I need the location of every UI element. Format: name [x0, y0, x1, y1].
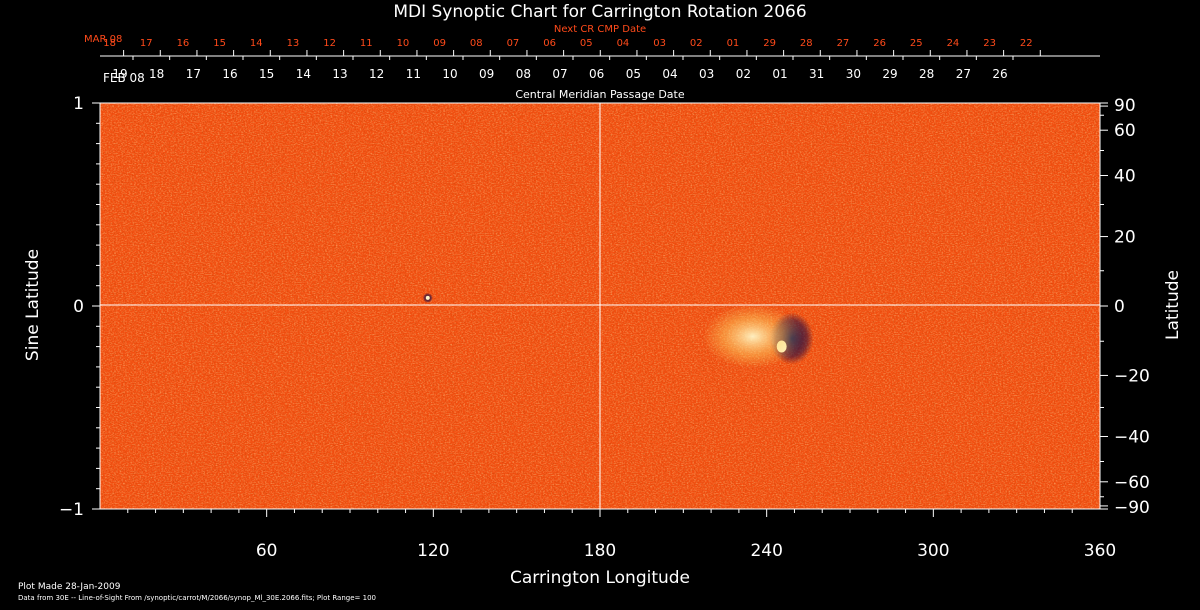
cmp-month-label: FEB 08: [103, 71, 145, 85]
cmp-day-label: 29: [882, 67, 897, 81]
sine-latitude-axis: 1 0 −1: [59, 94, 100, 520]
next-cr-day-label: 04: [617, 38, 630, 49]
positive-plage-region: [702, 304, 803, 369]
next-cr-day-label: 06: [543, 38, 556, 49]
cmp-day-label: 27: [956, 67, 971, 81]
next-cr-month-label: MAR 08: [84, 34, 122, 45]
next-cr-day-label: 18: [103, 38, 116, 49]
next-cr-day-label: 10: [397, 38, 410, 49]
cmp-day-label: 14: [296, 67, 311, 81]
next-cr-day-label: 08: [470, 38, 483, 49]
x-axis-label: Carrington Longitude: [510, 568, 690, 588]
cmp-day-label: 13: [332, 67, 347, 81]
cmp-day-label: 31: [809, 67, 824, 81]
next-cr-day-label: 05: [580, 38, 593, 49]
cmp-day-label: 09: [479, 67, 494, 81]
x-tick-label: 180: [584, 541, 616, 561]
cmp-day-label: 17: [186, 67, 201, 81]
cmp-day-label: 04: [662, 67, 677, 81]
x-tick-label: 360: [1084, 541, 1116, 561]
y-axis-right-label: Latitude: [1163, 270, 1183, 340]
lat-tick-label: 40: [1114, 167, 1136, 187]
next-cr-day-label: 28: [800, 38, 813, 49]
cmp-day-label: 18: [149, 67, 164, 81]
latitude-axis: 90 60 40 20 0 −20 −40 −60 −90: [1100, 96, 1150, 518]
next-cr-day-label: 27: [837, 38, 850, 49]
next-cr-day-label: 03: [653, 38, 666, 49]
next-cr-day-label: 01: [727, 38, 740, 49]
cmp-day-label: 19: [112, 67, 127, 81]
next-cr-day-label: 02: [690, 38, 703, 49]
lat-tick-label: 60: [1114, 121, 1136, 141]
data-source-note: Data from 30E -- Line-of-Sight From /syn…: [18, 594, 376, 602]
lat-tick-label: −20: [1114, 366, 1150, 386]
plot-made-note: Plot Made 28-Jan-2009: [18, 582, 121, 592]
next-cr-day-label: 16: [177, 38, 190, 49]
cmp-day-label: 12: [369, 67, 384, 81]
next-cr-day-label: 14: [250, 38, 263, 49]
next-cr-day-label: 24: [947, 38, 960, 49]
cmp-day-label: 05: [626, 67, 641, 81]
lat-tick-label: −90: [1114, 498, 1150, 518]
cmp-day-label: 15: [259, 67, 274, 81]
next-cr-day-label: 12: [323, 38, 336, 49]
cmp-date-axis: 19 18 17 16 15 14 13 12 11 10 09 08 07 06 05 04 03 02 01 31…: [112, 56, 1014, 81]
next-cr-axis-title: Next CR CMP Date: [554, 24, 646, 35]
cmp-day-label: 10: [442, 67, 457, 81]
x-tick-label: 120: [417, 541, 449, 561]
cmp-day-label: 11: [406, 67, 421, 81]
next-cr-day-label: 11: [360, 38, 373, 49]
cmp-day-label: 26: [992, 67, 1007, 81]
next-cr-day-label: 15: [213, 38, 226, 49]
next-cr-day-label: 07: [507, 38, 520, 49]
next-cr-day-label: 22: [1020, 38, 1033, 49]
next-cr-day-label: 17: [140, 38, 153, 49]
cmp-day-label: 16: [222, 67, 237, 81]
sunspot-core: [425, 295, 430, 300]
y-axis-left-label: Sine Latitude: [23, 249, 43, 361]
lat-tick-label: −60: [1114, 473, 1150, 493]
cmp-day-label: 30: [846, 67, 861, 81]
cmp-axis-title: Central Meridian Passage Date: [515, 88, 684, 101]
cmp-day-label: 28: [919, 67, 934, 81]
chart-title: MDI Synoptic Chart for Carrington Rotati…: [393, 2, 806, 22]
cmp-day-label: 03: [699, 67, 714, 81]
next-cr-day-label: 26: [873, 38, 886, 49]
x-tick-label: 60: [256, 541, 278, 561]
next-cr-day-label: 13: [287, 38, 300, 49]
x-tick-label: 240: [750, 541, 782, 561]
cmp-day-label: 08: [516, 67, 531, 81]
active-regions-layer: [422, 292, 814, 369]
cmp-day-label: 06: [589, 67, 604, 81]
x-tick-label: 300: [917, 541, 949, 561]
next-cr-day-label: 25: [910, 38, 923, 49]
cmp-day-label: 07: [552, 67, 567, 81]
lat-tick-label: 90: [1114, 96, 1136, 116]
y-tick-label: −1: [59, 500, 84, 520]
next-cr-day-label: 09: [433, 38, 446, 49]
carrington-longitude-axis: 60 120 180 240 300 360: [127, 509, 1116, 561]
lat-tick-label: 0: [1114, 297, 1125, 317]
next-cr-day-label: 29: [763, 38, 776, 49]
next-cr-cmp-axis: 18 17 16 15 14 13 12 11 10 09 08 07 06 05 04 03 02 01 29 28…: [100, 38, 1100, 57]
lat-tick-label: 20: [1114, 228, 1136, 248]
cmp-day-label: 02: [736, 67, 751, 81]
y-tick-label: 0: [73, 297, 84, 317]
next-cr-day-label: 23: [983, 38, 996, 49]
lat-tick-label: −40: [1114, 427, 1150, 447]
y-tick-label: 1: [73, 94, 84, 114]
cmp-day-label: 01: [772, 67, 787, 81]
